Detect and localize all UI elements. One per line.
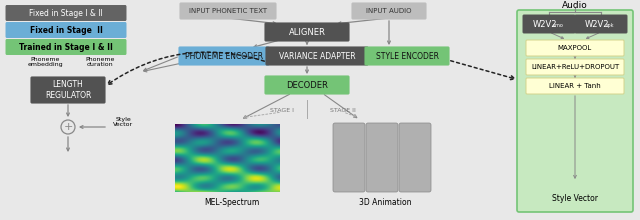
- Text: STAGE II: STAGE II: [330, 108, 356, 112]
- FancyBboxPatch shape: [31, 77, 105, 103]
- Text: Fixed in Stage  II: Fixed in Stage II: [29, 26, 102, 35]
- FancyBboxPatch shape: [265, 76, 349, 94]
- Text: emo: emo: [552, 23, 563, 28]
- Text: +: +: [63, 122, 73, 132]
- Text: spk: spk: [605, 23, 614, 28]
- FancyBboxPatch shape: [6, 6, 126, 20]
- FancyBboxPatch shape: [352, 3, 426, 19]
- FancyBboxPatch shape: [366, 123, 398, 192]
- Text: Phoneme
duration: Phoneme duration: [85, 57, 115, 67]
- FancyBboxPatch shape: [526, 59, 624, 75]
- FancyBboxPatch shape: [365, 47, 449, 65]
- Text: LINEAR + Tanh: LINEAR + Tanh: [549, 83, 601, 89]
- FancyBboxPatch shape: [399, 123, 431, 192]
- Text: LENGTH
REGULATOR: LENGTH REGULATOR: [45, 80, 91, 100]
- FancyBboxPatch shape: [266, 47, 368, 65]
- Text: DECODER: DECODER: [286, 81, 328, 90]
- Text: STAGE I: STAGE I: [270, 108, 294, 112]
- Text: Fixed in Stage I & II: Fixed in Stage I & II: [29, 9, 103, 18]
- FancyBboxPatch shape: [517, 10, 633, 212]
- Text: INPUT AUDIO: INPUT AUDIO: [366, 8, 412, 14]
- Text: STYLE ENCODER: STYLE ENCODER: [376, 51, 438, 61]
- Text: Trained in Stage I & II: Trained in Stage I & II: [19, 42, 113, 51]
- FancyBboxPatch shape: [575, 15, 627, 33]
- Text: MEL-Spectrum: MEL-Spectrum: [204, 198, 260, 207]
- FancyBboxPatch shape: [180, 3, 276, 19]
- FancyBboxPatch shape: [6, 22, 126, 37]
- Text: Style
Vector: Style Vector: [113, 117, 133, 127]
- Text: INPUT PHONETIC TEXT: INPUT PHONETIC TEXT: [189, 8, 267, 14]
- Text: W2V2: W2V2: [585, 20, 609, 29]
- Text: Audio: Audio: [562, 0, 588, 9]
- FancyBboxPatch shape: [523, 15, 575, 33]
- Text: ALIGNER: ALIGNER: [289, 28, 325, 37]
- FancyBboxPatch shape: [265, 23, 349, 41]
- FancyBboxPatch shape: [526, 40, 624, 56]
- Text: Style Vector: Style Vector: [552, 194, 598, 202]
- FancyBboxPatch shape: [333, 123, 365, 192]
- Text: PHONEME ENCODER: PHONEME ENCODER: [185, 51, 263, 61]
- Text: 3D Animation: 3D Animation: [359, 198, 412, 207]
- Text: LINEAR+ReLU+DROPOUT: LINEAR+ReLU+DROPOUT: [531, 64, 619, 70]
- Text: W2V2: W2V2: [532, 20, 557, 29]
- FancyBboxPatch shape: [179, 47, 269, 65]
- Text: VARIANCE ADAPTER: VARIANCE ADAPTER: [278, 51, 355, 61]
- Text: Phoneme
embedding: Phoneme embedding: [27, 57, 63, 67]
- FancyBboxPatch shape: [6, 40, 126, 55]
- FancyBboxPatch shape: [526, 78, 624, 94]
- Text: MAXPOOL: MAXPOOL: [558, 45, 592, 51]
